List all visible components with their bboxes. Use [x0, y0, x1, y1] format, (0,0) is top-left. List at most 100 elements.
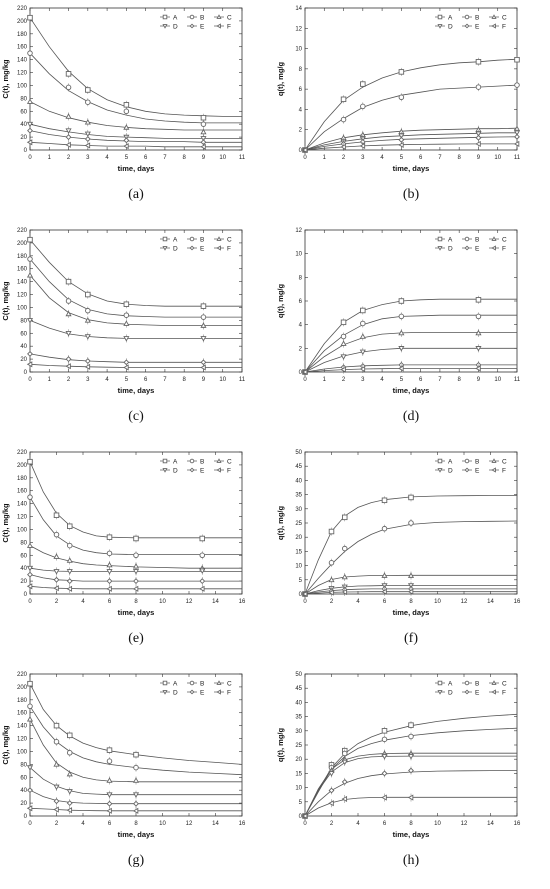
panel-caption: (h)	[403, 853, 420, 868]
data-point-B	[85, 307, 91, 314]
y-tick-label: 4	[299, 107, 303, 113]
x-tick-label: 4	[380, 377, 384, 383]
chart-panel: 0 2 4 6 8 10 12 14 16020406080100120140160180200…	[1, 672, 246, 868]
data-point-C	[475, 329, 482, 336]
data-point-E	[328, 787, 335, 794]
data-point-D	[26, 565, 34, 572]
data-point-B	[340, 333, 347, 340]
x-axis-label: time, days	[118, 830, 155, 839]
series-line-C	[304, 332, 517, 373]
y-tick-label: 120	[17, 737, 28, 743]
legend-label: D	[448, 23, 453, 30]
data-point-A	[475, 59, 482, 65]
legend-marker-F	[491, 23, 496, 29]
data-point-E	[66, 800, 73, 807]
data-point-D	[84, 131, 91, 138]
y-tick-label: 0	[299, 814, 303, 820]
y-tick-label: 140	[17, 280, 28, 286]
y-tick-label: 10	[295, 564, 302, 570]
data-point-C	[340, 340, 347, 346]
legend-marker-F	[216, 245, 221, 251]
data-point-E	[66, 578, 73, 585]
data-point-C	[66, 770, 73, 777]
data-point-D	[26, 318, 34, 324]
data-point-A	[360, 81, 366, 87]
legend-label: B	[200, 458, 204, 465]
data-point-E	[133, 800, 139, 807]
legend-marker-B	[464, 680, 470, 686]
data-point-C	[26, 98, 34, 104]
y-tick-label: 40	[20, 344, 27, 350]
data-point-A	[65, 71, 72, 77]
legend-label: B	[475, 14, 479, 21]
plot-frame	[29, 7, 243, 151]
x-tick-label: 6	[419, 155, 423, 161]
y-tick-label: 4	[299, 323, 303, 329]
data-point-A	[360, 307, 366, 314]
data-point-B	[514, 82, 520, 88]
chart-panel: 0 2 4 6 8 10 12 14 16 0 5 10 15 20 25 30 35 40 45 50 time, d…	[276, 450, 521, 646]
data-point-B	[340, 116, 347, 123]
data-point-A	[66, 523, 73, 529]
data-point-B	[27, 703, 33, 710]
data-point-E	[123, 137, 130, 144]
legend-label: C	[227, 680, 232, 687]
series-line-E	[29, 353, 242, 363]
legend-label: F	[502, 689, 506, 696]
y-tick-label: 40	[295, 700, 302, 706]
y-tick-label: 8	[299, 275, 303, 281]
legend-label: D	[173, 245, 178, 252]
x-tick-label: 14	[212, 599, 219, 605]
x-tick-label: 8	[134, 821, 138, 827]
x-tick-label: 9	[202, 377, 206, 383]
series-line-D	[29, 123, 242, 139]
legend-label: A	[448, 458, 453, 465]
series-line-D	[304, 755, 517, 817]
x-tick-label: 11	[514, 377, 521, 383]
data-point-C	[123, 124, 130, 130]
y-tick-label: 180	[17, 476, 28, 482]
y-tick-label: 100	[17, 305, 28, 311]
x-tick-label: 6	[144, 377, 148, 383]
legend-marker-C	[216, 458, 222, 463]
y-tick-label: 200	[17, 463, 28, 469]
data-point-E	[27, 571, 33, 578]
data-point-F	[132, 807, 139, 814]
x-tick-label: 4	[81, 599, 85, 605]
y-tick-label: 20	[20, 135, 27, 141]
x-tick-label: 0	[303, 155, 307, 161]
data-point-C	[26, 542, 34, 548]
data-point-D	[407, 754, 415, 760]
legend-label: D	[173, 467, 178, 474]
y-tick-label: 20	[20, 579, 27, 585]
data-point-F	[301, 590, 308, 598]
series-line-F	[304, 143, 517, 151]
data-point-B	[106, 550, 113, 557]
x-tick-label: 3	[361, 155, 365, 161]
legend-marker-D	[162, 468, 168, 473]
data-point-A	[200, 303, 207, 309]
x-tick-label: 14	[212, 821, 219, 827]
legend-marker-C	[491, 458, 497, 463]
x-tick-label: 14	[487, 821, 494, 827]
data-point-A	[398, 69, 405, 75]
data-point-A	[200, 114, 207, 121]
data-point-E	[53, 576, 60, 583]
series-line-C	[29, 101, 242, 131]
data-point-D	[65, 128, 72, 134]
data-point-D	[26, 121, 34, 128]
x-tick-label: 4	[380, 155, 384, 161]
data-point-F	[340, 366, 346, 373]
data-point-A	[53, 722, 60, 729]
x-tick-label: 1	[48, 377, 52, 383]
data-point-A	[408, 722, 414, 728]
legend-label: D	[448, 689, 453, 696]
data-point-A	[85, 87, 91, 93]
data-point-B	[106, 758, 113, 764]
data-point-F	[398, 365, 404, 372]
y-tick-label: 30	[295, 507, 302, 513]
y-tick-label: 6	[299, 299, 303, 305]
data-point-B	[66, 749, 73, 756]
